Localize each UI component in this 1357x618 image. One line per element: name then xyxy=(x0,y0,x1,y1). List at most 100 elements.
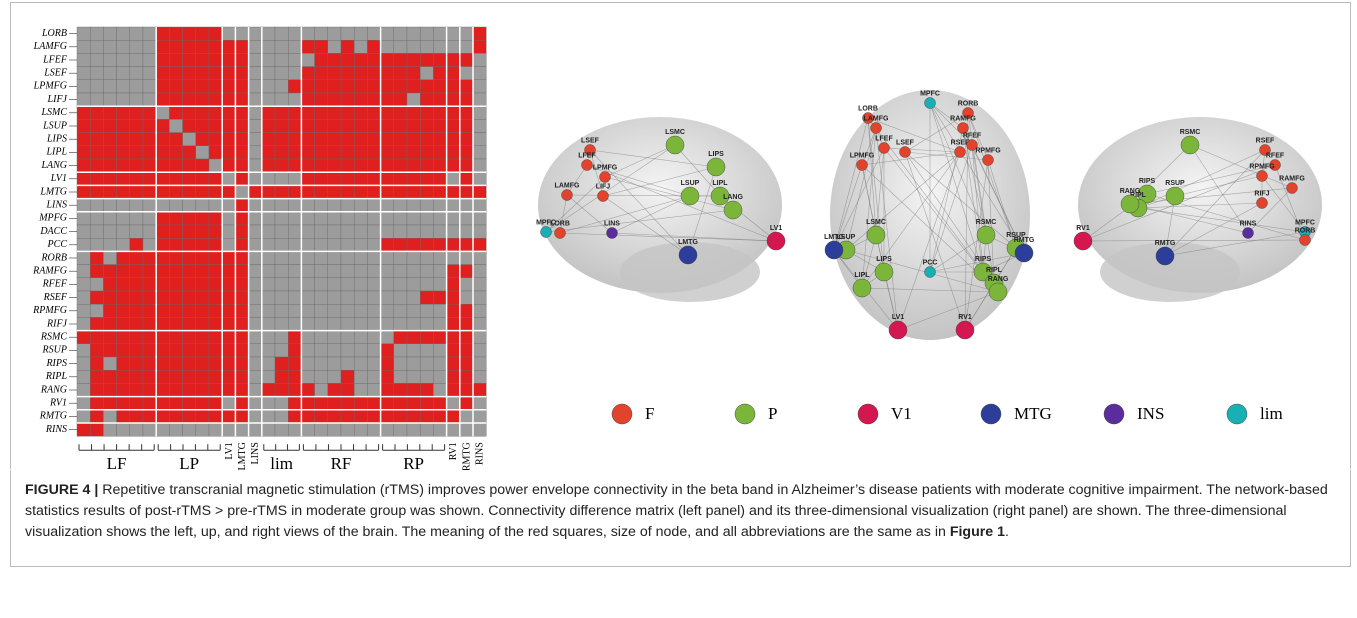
matrix-cell xyxy=(169,106,182,119)
matrix-cell xyxy=(156,370,169,383)
matrix-cell xyxy=(473,80,486,93)
matrix-cell xyxy=(117,304,130,317)
matrix-cell xyxy=(117,397,130,410)
matrix-cell xyxy=(143,53,156,66)
matrix-cell xyxy=(196,80,209,93)
matrix-cell xyxy=(381,278,394,291)
matrix-cell xyxy=(394,251,407,264)
matrix-cell xyxy=(341,199,354,212)
matrix-cell xyxy=(117,344,130,357)
matrix-cell xyxy=(249,344,262,357)
matrix-cell xyxy=(288,106,301,119)
matrix-cell xyxy=(275,133,288,146)
matrix-cell xyxy=(394,397,407,410)
matrix-cell xyxy=(209,225,222,238)
matrix-cell xyxy=(460,53,473,66)
matrix-cell xyxy=(196,265,209,278)
matrix-cell xyxy=(249,159,262,172)
brain-node xyxy=(983,155,994,166)
matrix-cell xyxy=(196,410,209,423)
matrix-cell xyxy=(196,159,209,172)
matrix-cell xyxy=(288,53,301,66)
matrix-cell xyxy=(420,357,433,370)
matrix-cell xyxy=(407,238,420,251)
matrix-cell xyxy=(235,93,248,106)
brain-node xyxy=(867,226,885,244)
matrix-cell xyxy=(235,251,248,264)
matrix-cell xyxy=(315,423,328,436)
legend-marker xyxy=(612,404,632,424)
matrix-cell xyxy=(196,331,209,344)
brain-node xyxy=(767,232,785,250)
row-label: LSUP xyxy=(42,120,67,131)
matrix-cell xyxy=(130,410,143,423)
matrix-cell xyxy=(328,146,341,159)
matrix-cell xyxy=(156,225,169,238)
matrix-cell xyxy=(447,93,460,106)
matrix-cell xyxy=(130,383,143,396)
matrix-cell xyxy=(447,133,460,146)
matrix-cell xyxy=(262,199,275,212)
matrix-cell xyxy=(407,397,420,410)
legend-label: V1 xyxy=(891,404,912,423)
matrix-cell xyxy=(262,146,275,159)
matrix-cell xyxy=(117,251,130,264)
matrix-cell xyxy=(103,370,116,383)
matrix-cell xyxy=(433,172,446,185)
matrix-cell xyxy=(196,119,209,132)
matrix-cell xyxy=(196,133,209,146)
matrix-cell xyxy=(222,185,235,198)
matrix-cell xyxy=(433,185,446,198)
matrix-cell xyxy=(275,40,288,53)
matrix-cell xyxy=(117,265,130,278)
row-label: PCC xyxy=(47,239,68,250)
matrix-cell xyxy=(354,93,367,106)
matrix-cell xyxy=(169,185,182,198)
matrix-cell xyxy=(196,357,209,370)
matrix-cell xyxy=(381,53,394,66)
matrix-cell xyxy=(209,212,222,225)
matrix-cell xyxy=(156,383,169,396)
matrix-cell xyxy=(103,53,116,66)
matrix-cell xyxy=(222,265,235,278)
matrix-cell xyxy=(235,410,248,423)
matrix-cell xyxy=(143,370,156,383)
matrix-cell xyxy=(275,278,288,291)
matrix-cell xyxy=(249,225,262,238)
matrix-cell xyxy=(209,93,222,106)
matrix-cell xyxy=(209,370,222,383)
caption-end: . xyxy=(1005,524,1009,540)
matrix-cell xyxy=(196,238,209,251)
matrix-cell xyxy=(473,119,486,132)
matrix-cell xyxy=(222,344,235,357)
matrix-cell xyxy=(77,225,90,238)
matrix-cell xyxy=(301,291,314,304)
matrix-cell xyxy=(407,212,420,225)
matrix-cell xyxy=(288,344,301,357)
matrix-cell xyxy=(275,212,288,225)
node-label: LAMFG xyxy=(864,116,889,123)
matrix-cell xyxy=(169,357,182,370)
matrix-cell xyxy=(447,397,460,410)
matrix-cell xyxy=(328,278,341,291)
matrix-cell xyxy=(262,185,275,198)
matrix-cell xyxy=(460,357,473,370)
matrix-cell xyxy=(354,304,367,317)
matrix-cell xyxy=(301,278,314,291)
matrix-cell xyxy=(394,278,407,291)
matrix-cell xyxy=(433,238,446,251)
matrix-cell xyxy=(301,27,314,40)
matrix-cell xyxy=(315,304,328,317)
matrix-cell xyxy=(183,159,196,172)
matrix-cell xyxy=(407,119,420,132)
row-label: LFEF xyxy=(42,54,68,65)
node-label: LSEF xyxy=(896,140,915,147)
matrix-cell xyxy=(117,67,130,80)
matrix-cell xyxy=(341,27,354,40)
matrix-cell xyxy=(460,185,473,198)
row-label: LIPL xyxy=(45,147,67,158)
matrix-cell xyxy=(367,27,380,40)
matrix-cell xyxy=(249,172,262,185)
row-label: LSEF xyxy=(43,67,68,78)
matrix-cell xyxy=(460,159,473,172)
